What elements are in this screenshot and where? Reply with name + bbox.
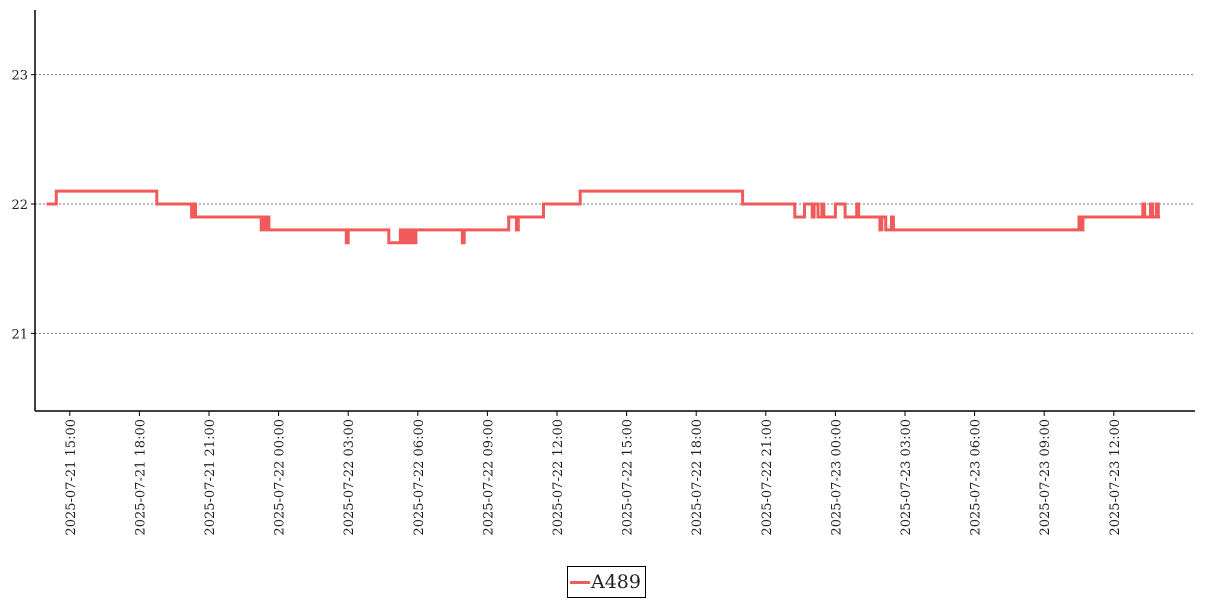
axes [34, 10, 1195, 412]
y-tick-labels: 21 22 23 [11, 69, 35, 342]
x-tick-label: 2025-07-23 00:00 [829, 419, 844, 536]
y-tick-label: 22 [11, 198, 28, 213]
x-tick-label: 2025-07-22 12:00 [551, 419, 566, 536]
legend-label: A489 [591, 571, 641, 593]
x-tick-label: 2025-07-22 09:00 [481, 419, 496, 536]
x-tick-label: 2025-07-21 15:00 [64, 419, 79, 536]
gridlines [35, 74, 1195, 334]
x-tick-label: 2025-07-22 15:00 [621, 419, 636, 536]
y-tick-label: 23 [11, 69, 28, 84]
x-tick-label: 2025-07-21 21:00 [203, 419, 218, 536]
x-tick-label: 2025-07-23 12:00 [1108, 419, 1123, 536]
x-tick-label: 2025-07-22 06:00 [412, 419, 427, 536]
x-tick-label: 2025-07-22 00:00 [273, 419, 288, 536]
x-tick-label: 2025-07-22 18:00 [690, 419, 705, 536]
x-tick-labels: 2025-07-21 15:00 2025-07-21 18:00 2025-07-… [64, 411, 1123, 536]
x-tick-label: 2025-07-23 06:00 [969, 419, 984, 536]
legend-swatch [570, 580, 590, 584]
x-tick-label: 2025-07-23 03:00 [899, 419, 914, 536]
x-tick-label: 2025-07-22 21:00 [760, 419, 775, 536]
x-tick-label: 2025-07-21 18:00 [133, 419, 148, 536]
x-tick-label: 2025-07-23 09:00 [1038, 419, 1053, 536]
legend: A489 [567, 566, 646, 598]
series-layer [46, 189, 1161, 245]
series-line-A489 [46, 189, 1161, 245]
x-tick-label: 2025-07-22 03:00 [342, 419, 357, 536]
y-tick-label: 21 [11, 327, 28, 342]
